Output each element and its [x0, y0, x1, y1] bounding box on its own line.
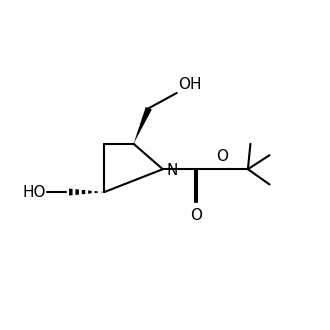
- Text: O: O: [190, 208, 202, 223]
- Polygon shape: [76, 189, 79, 195]
- Text: OH: OH: [178, 77, 202, 92]
- Text: N: N: [166, 163, 178, 178]
- Text: O: O: [216, 149, 228, 164]
- Polygon shape: [88, 190, 92, 194]
- Polygon shape: [94, 191, 98, 193]
- Text: HO: HO: [22, 184, 46, 200]
- Polygon shape: [134, 107, 152, 144]
- Polygon shape: [82, 190, 85, 194]
- Polygon shape: [69, 188, 73, 196]
